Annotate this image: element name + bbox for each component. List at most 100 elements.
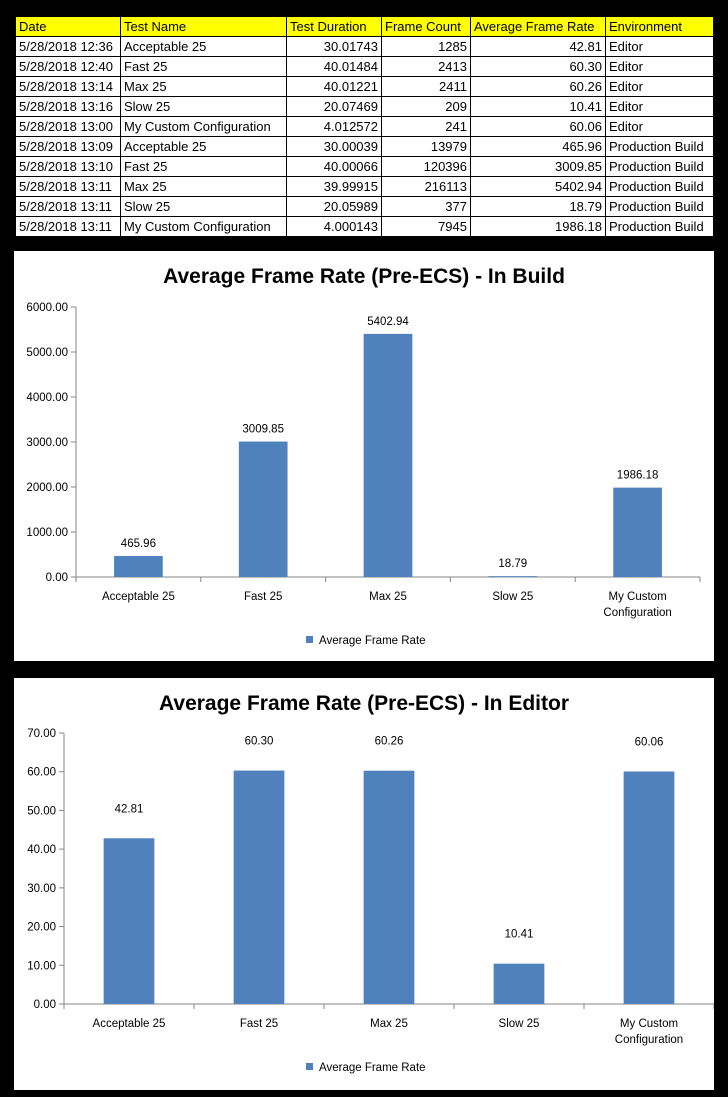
bar[interactable]	[623, 771, 675, 1004]
y-tick-label: 40.00	[27, 844, 56, 856]
cell-test-duration[interactable]: 30.01743	[286, 36, 382, 57]
cell-date[interactable]: 5/28/2018 13:16	[15, 96, 121, 117]
column-header-environment[interactable]: Environment	[605, 16, 714, 37]
cell-test-duration[interactable]: 20.07469	[286, 96, 382, 117]
cell-environment[interactable]: Production Build	[605, 156, 714, 177]
cell-test-duration[interactable]: 40.01221	[286, 76, 382, 97]
cell-date[interactable]: 5/28/2018 13:10	[15, 156, 121, 177]
cell-environment[interactable]: Production Build	[605, 136, 714, 157]
cell-test-name[interactable]: Slow 25	[120, 96, 287, 117]
data-label: 3009.85	[242, 424, 284, 436]
cell-frame-count[interactable]: 7945	[381, 216, 471, 237]
cell-average-frame-rate[interactable]: 18.79	[470, 196, 606, 217]
chart-title: Average Frame Rate (Pre-ECS) - In Editor	[159, 692, 569, 715]
bar[interactable]	[488, 576, 538, 577]
cell-test-name[interactable]: My Custom Configuration	[120, 116, 287, 137]
cell-date[interactable]: 5/28/2018 12:36	[15, 36, 121, 57]
cell-average-frame-rate[interactable]: 60.26	[470, 76, 606, 97]
cell-average-frame-rate[interactable]: 5402.94	[470, 176, 606, 197]
bar[interactable]	[233, 770, 285, 1004]
cell-date[interactable]: 5/28/2018 13:14	[15, 76, 121, 97]
cell-date[interactable]: 5/28/2018 13:11	[15, 176, 121, 197]
cell-date[interactable]: 5/28/2018 13:09	[15, 136, 121, 157]
cell-average-frame-rate[interactable]: 60.30	[470, 56, 606, 77]
column-header-test-name[interactable]: Test Name	[120, 16, 287, 37]
cell-test-duration[interactable]: 40.01484	[286, 56, 382, 77]
cell-test-name[interactable]: Slow 25	[120, 196, 287, 217]
cell-frame-count[interactable]: 1285	[381, 36, 471, 57]
cell-test-name[interactable]: Max 25	[120, 176, 287, 197]
cell-environment[interactable]: Editor	[605, 96, 714, 117]
cell-environment[interactable]: Editor	[605, 116, 714, 137]
cell-test-duration[interactable]: 20.05989	[286, 196, 382, 217]
cell-frame-count[interactable]: 216113	[381, 176, 471, 197]
table-row: 5/28/2018 13:09 Acceptable 25 30.00039 1397…	[15, 136, 714, 157]
y-tick-label: 6000.00	[26, 302, 68, 314]
cell-date[interactable]: 5/28/2018 13:11	[15, 216, 121, 237]
column-header-date[interactable]: Date	[15, 16, 121, 37]
cell-test-duration[interactable]: 40.00066	[286, 156, 382, 177]
cell-average-frame-rate[interactable]: 465.96	[470, 136, 606, 157]
cell-average-frame-rate[interactable]: 10.41	[470, 96, 606, 117]
y-tick-label: 0.00	[34, 999, 56, 1011]
bar[interactable]	[613, 487, 662, 577]
legend-swatch	[306, 636, 313, 643]
table-row: 5/28/2018 12:40 Fast 25 40.01484 2413 60.30 E…	[15, 56, 714, 77]
cell-frame-count[interactable]: 2411	[381, 76, 471, 97]
table-row: 5/28/2018 13:11 Slow 25 20.05989 377 18.79 Pr…	[15, 196, 714, 217]
cell-date[interactable]: 5/28/2018 13:00	[15, 116, 121, 137]
category-label: Max 25	[369, 591, 407, 603]
cell-test-name[interactable]: Fast 25	[120, 56, 287, 77]
category-label: Configuration	[615, 1034, 683, 1046]
cell-environment[interactable]: Editor	[605, 76, 714, 97]
column-header-frame-count[interactable]: Frame Count	[381, 16, 471, 37]
category-label: Acceptable 25	[93, 1018, 166, 1030]
cell-frame-count[interactable]: 2413	[381, 56, 471, 77]
cell-test-name[interactable]: My Custom Configuration	[120, 216, 287, 237]
cell-test-duration[interactable]: 39.99915	[286, 176, 382, 197]
y-tick-label: 0.00	[46, 572, 68, 584]
cell-average-frame-rate[interactable]: 3009.85	[470, 156, 606, 177]
bar[interactable]	[363, 333, 413, 577]
cell-environment[interactable]: Production Build	[605, 216, 714, 237]
cell-test-name[interactable]: Max 25	[120, 76, 287, 97]
y-tick-label: 3000.00	[26, 437, 68, 449]
cell-frame-count[interactable]: 120396	[381, 156, 471, 177]
category-label: Fast 25	[244, 591, 282, 603]
data-label: 10.41	[505, 929, 534, 941]
legend-label: Average Frame Rate	[319, 635, 426, 647]
cell-test-duration[interactable]: 4.012572	[286, 116, 382, 137]
cell-average-frame-rate[interactable]: 42.81	[470, 36, 606, 57]
bar[interactable]	[363, 770, 415, 1004]
category-label: Slow 25	[499, 1018, 540, 1030]
cell-test-name[interactable]: Acceptable 25	[120, 36, 287, 57]
cell-environment[interactable]: Production Build	[605, 176, 714, 197]
cell-environment[interactable]: Editor	[605, 56, 714, 77]
editor-chart-panel[interactable]: Average Frame Rate (Pre-ECS) - In Editor…	[14, 678, 714, 1090]
cell-test-name[interactable]: Acceptable 25	[120, 136, 287, 157]
y-tick-label: 10.00	[27, 960, 56, 972]
cell-test-duration[interactable]: 4.000143	[286, 216, 382, 237]
legend-label: Average Frame Rate	[319, 1062, 426, 1074]
cell-frame-count[interactable]: 241	[381, 116, 471, 137]
cell-average-frame-rate[interactable]: 1986.18	[470, 216, 606, 237]
data-label: 60.30	[245, 736, 274, 748]
bar[interactable]	[238, 441, 288, 577]
cell-frame-count[interactable]: 209	[381, 96, 471, 117]
cell-test-name[interactable]: Fast 25	[120, 156, 287, 177]
data-table-region: Date Test Name Test Duration Frame Count…	[15, 16, 714, 237]
column-header-average-frame-rate[interactable]: Average Frame Rate	[470, 16, 606, 37]
bar[interactable]	[103, 838, 155, 1004]
cell-environment[interactable]: Production Build	[605, 196, 714, 217]
cell-frame-count[interactable]: 377	[381, 196, 471, 217]
cell-environment[interactable]: Editor	[605, 36, 714, 57]
cell-test-duration[interactable]: 30.00039	[286, 136, 382, 157]
cell-frame-count[interactable]: 13979	[381, 136, 471, 157]
column-header-test-duration[interactable]: Test Duration	[286, 16, 382, 37]
cell-date[interactable]: 5/28/2018 13:11	[15, 196, 121, 217]
cell-date[interactable]: 5/28/2018 12:40	[15, 56, 121, 77]
build-chart-panel[interactable]: Average Frame Rate (Pre-ECS) - In Build 0…	[14, 251, 714, 661]
bar[interactable]	[114, 556, 163, 577]
cell-average-frame-rate[interactable]: 60.06	[470, 116, 606, 137]
bar[interactable]	[493, 963, 545, 1004]
